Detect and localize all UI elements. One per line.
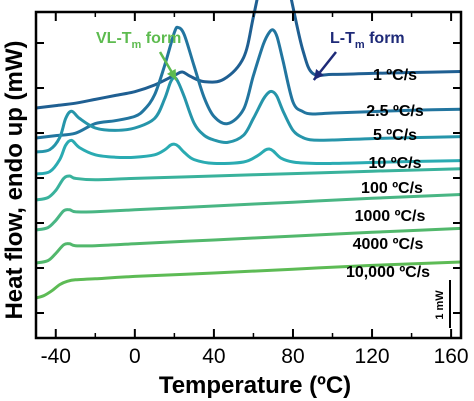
series-label: 10 ºC/s: [369, 155, 422, 172]
x-tick-label: 40: [202, 345, 225, 368]
series-line: [35, 76, 462, 154]
annotations-group: VL-Tm form L-Tm form: [96, 30, 405, 81]
series-label: 2.5 ºC/s: [366, 103, 424, 120]
l-arrow-head: [313, 69, 324, 80]
series-line: [35, 138, 462, 176]
scale-bar-label: 1 mW: [434, 290, 446, 320]
series-label: 10,000 ºC/s: [346, 264, 430, 281]
x-tick-label: 120: [355, 345, 390, 368]
plot-frame: [34, 10, 463, 340]
x-axis-label: Temperature (ºC): [159, 372, 351, 399]
series-line: [35, 25, 462, 140]
series-line: [35, 260, 462, 300]
x-tick-label: 0: [129, 345, 141, 368]
series-line: [35, 193, 462, 232]
y-axis-label: Heat flow, endo up (mW): [1, 40, 28, 319]
series-label: 4000 ºC/s: [353, 236, 424, 253]
series-line: [35, 226, 462, 265]
curves-group: [35, 0, 462, 300]
series-label: 1 ºC/s: [373, 67, 417, 84]
rate-labels-group: 1 ºC/s 2.5 ºC/s 5 ºC/s 10 ºC/s 100 ºC/s 1000 …: [346, 67, 430, 281]
x-tick-label: 160: [434, 345, 469, 368]
x-tick-label: 80: [281, 345, 304, 368]
annotation-label: VL-Tm form: [96, 30, 181, 51]
vl-arrow-head: [166, 68, 177, 80]
annotation-label: L-Tm form: [330, 30, 405, 51]
series-label: 1000 ºC/s: [355, 208, 426, 225]
scale-bar: 1 mW: [434, 280, 451, 328]
ticks-group: -40 0 40 80 120 160: [36, 12, 469, 368]
x-tick-label: -40: [41, 345, 71, 368]
series-label: 5 ºC/s: [373, 127, 417, 144]
series-line: [35, 167, 462, 202]
series-label: 100 ºC/s: [361, 180, 423, 197]
series-line: [35, 0, 462, 110]
